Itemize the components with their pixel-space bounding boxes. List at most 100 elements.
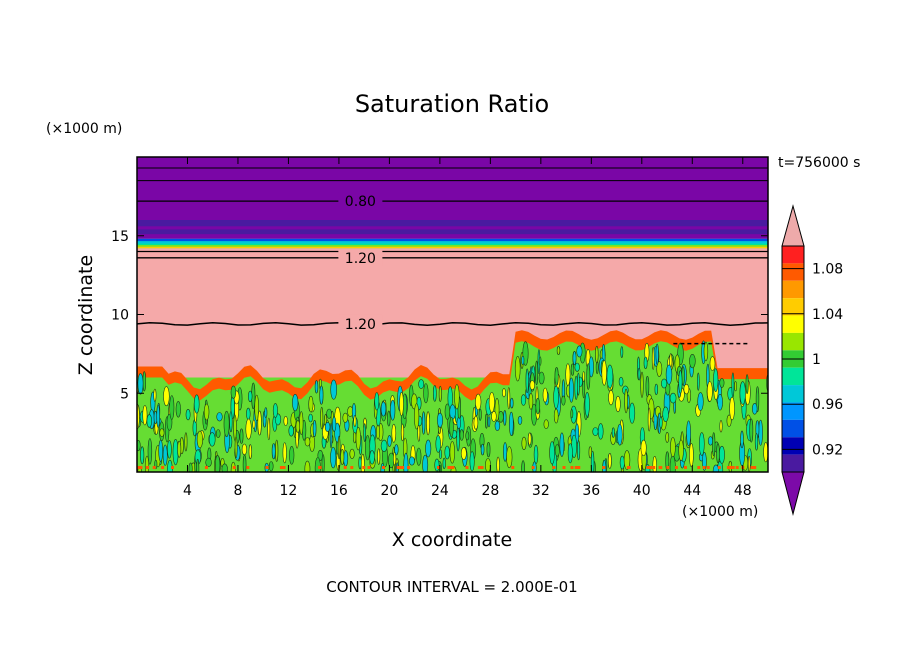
turbulent-cell	[241, 443, 247, 456]
turbulent-cell	[655, 343, 659, 365]
surface-speck	[697, 466, 701, 469]
turbulent-cell	[320, 406, 324, 430]
turbulent-cell	[661, 378, 668, 389]
surface-speck	[717, 466, 721, 469]
x-tick-label: 16	[330, 483, 348, 499]
turbulent-cell	[264, 407, 268, 418]
turbulent-cell	[535, 360, 539, 386]
turbulent-cell	[624, 388, 628, 414]
turbulent-cell	[601, 360, 607, 386]
turbulent-cell	[456, 417, 461, 430]
turbulent-cell	[299, 411, 304, 435]
turbulent-cell	[640, 439, 647, 457]
turbulent-cell	[584, 391, 590, 417]
turbulent-cell	[159, 428, 165, 438]
colorbar-label: 0.92	[812, 442, 843, 458]
surface-speck	[282, 466, 286, 469]
surface-speck	[477, 466, 481, 469]
turbulent-cell	[719, 378, 725, 388]
x-tick-label: 12	[280, 483, 298, 499]
turbulent-cell	[740, 430, 744, 449]
turbulent-cell	[147, 438, 153, 465]
x-tick-label: 48	[734, 483, 752, 499]
surface-speck	[750, 466, 754, 469]
turbulent-cell	[353, 415, 357, 427]
surface-speck	[139, 466, 143, 469]
turbulent-cell	[712, 464, 719, 472]
turbulent-cell	[229, 411, 233, 433]
contour-interval-note: CONTOUR INTERVAL = 2.000E-01	[326, 578, 577, 596]
turbulent-cell	[399, 391, 404, 417]
turbulent-cell	[444, 445, 450, 460]
turbulent-cell	[510, 397, 514, 409]
turbulent-cell	[502, 388, 506, 398]
layer-band	[137, 241, 768, 244]
turbulent-cell	[275, 439, 279, 462]
turbulent-cell	[349, 448, 355, 460]
turbulent-cell	[521, 436, 527, 451]
colorbar-segment	[782, 315, 804, 333]
turbulent-cell	[543, 419, 549, 430]
x-tick-label: 4	[183, 483, 192, 499]
turbulent-cell	[473, 415, 479, 430]
turbulent-cell	[267, 417, 271, 441]
turbulent-cell	[716, 443, 720, 464]
surface-speck	[731, 466, 735, 469]
turbulent-cell	[683, 383, 690, 395]
turbulent-cell	[488, 392, 495, 413]
y-tick-label: 15	[111, 229, 129, 245]
turbulent-cell	[215, 429, 221, 438]
turbulent-cell	[503, 410, 507, 426]
surface-speck	[702, 466, 706, 469]
turbulent-cell	[719, 420, 723, 433]
turbulent-cell	[640, 371, 644, 398]
y-unit-label: (×1000 m)	[46, 121, 122, 137]
time-label: t=756000 s	[778, 155, 860, 171]
x-unit-label: (×1000 m)	[682, 504, 758, 520]
contour-label: 0.80	[345, 194, 376, 210]
colorbar-label: 0.96	[812, 397, 843, 413]
layer-band	[137, 238, 768, 242]
turbulent-cell	[205, 457, 212, 468]
surface-speck	[649, 466, 652, 469]
surface-speck	[659, 466, 663, 469]
turbulent-cell	[321, 454, 325, 472]
turbulent-cell	[576, 345, 583, 358]
turbulent-cell	[729, 396, 735, 421]
turbulent-cell	[421, 411, 426, 435]
turbulent-cell	[751, 402, 758, 415]
turbulent-cell	[731, 372, 735, 398]
turbulent-cell	[387, 435, 392, 447]
turbulent-cell	[528, 392, 534, 410]
turbulent-cell	[449, 416, 454, 438]
turbulent-cell	[514, 356, 521, 382]
turbulent-cell	[394, 444, 399, 456]
turbulent-cell	[592, 427, 599, 436]
turbulent-cell	[355, 426, 361, 451]
turbulent-cell	[158, 439, 163, 462]
turbulent-cell	[739, 381, 746, 405]
turbulent-cell	[369, 450, 375, 465]
turbulent-cell	[478, 408, 482, 421]
surface-speck	[562, 466, 566, 469]
surface-speck	[146, 466, 149, 469]
y-axis-ticks: 5 10 15	[111, 229, 768, 402]
colorbar-segment	[782, 454, 804, 472]
turbulent-cell	[177, 440, 182, 458]
turbulent-cell	[607, 452, 612, 469]
surface-speck	[171, 466, 174, 469]
colorbar-segment	[782, 298, 804, 316]
turbulent-cell	[651, 346, 655, 370]
turbulent-cell	[425, 439, 432, 458]
turbulent-cell	[234, 436, 238, 459]
turbulent-cell	[146, 414, 153, 428]
turbulent-cell	[403, 452, 409, 472]
turbulent-cell	[665, 364, 673, 385]
turbulent-cell	[608, 390, 614, 406]
turbulent-cell	[289, 445, 295, 465]
turbulent-cell	[570, 363, 575, 376]
turbulent-cell	[312, 419, 317, 437]
turbulent-cell	[486, 442, 491, 458]
turbulent-cell	[329, 422, 333, 449]
